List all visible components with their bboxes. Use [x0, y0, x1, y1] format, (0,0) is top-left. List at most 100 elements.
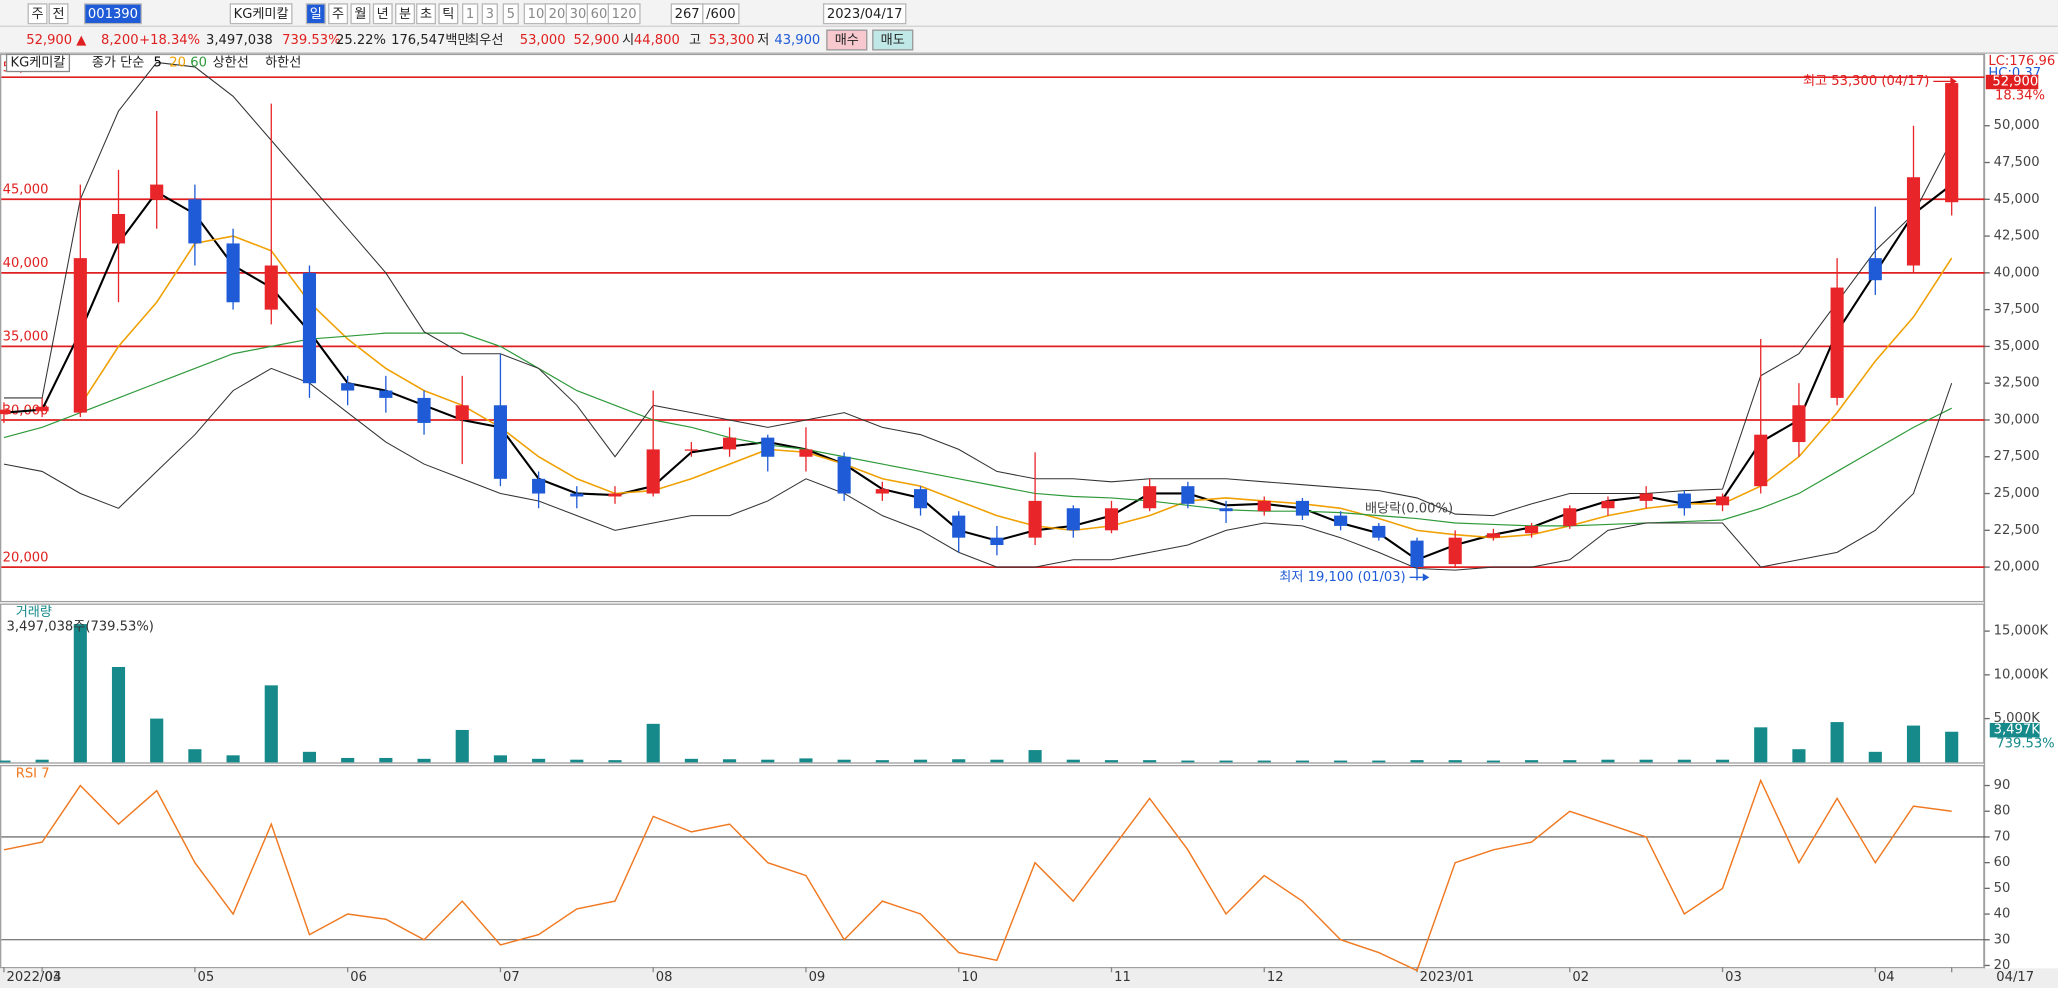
- candle-body: [684, 449, 698, 451]
- toolbar-button[interactable]: 5: [507, 7, 515, 22]
- volume-bar: [1181, 760, 1195, 763]
- toolbar-button[interactable]: 틱: [442, 6, 454, 22]
- volume-bar: [455, 729, 469, 763]
- candle-body: [1219, 508, 1233, 512]
- x-tick-label: 03: [1725, 970, 1742, 985]
- volume-bar: [1792, 749, 1806, 763]
- volume-bar: [1219, 760, 1233, 763]
- toolbar-box: [27, 3, 48, 25]
- toolbar-button[interactable]: 분: [399, 7, 411, 22]
- y-tick-label: 50: [1994, 881, 2011, 896]
- volume-bar: [1677, 759, 1691, 763]
- volume-bar: [913, 759, 928, 763]
- candle-body: [1028, 500, 1042, 538]
- y-tick-label: 47,500: [1994, 155, 2040, 170]
- candle-body: [417, 397, 431, 423]
- toolbar-button[interactable]: 20: [549, 7, 566, 22]
- y-tick-label: 15,000K: [1994, 624, 2049, 639]
- candle-body: [532, 478, 546, 494]
- x-tick-label: 04: [45, 970, 62, 985]
- candle-body: [493, 405, 507, 479]
- toolbar-button[interactable]: 1: [466, 7, 474, 22]
- candle-body: [1639, 493, 1653, 501]
- volume-bar: [684, 758, 698, 763]
- volume-bar: [1563, 760, 1577, 763]
- indicator-line: [3, 183, 1953, 561]
- quote-field: 739.53%: [282, 33, 340, 48]
- toolbar-button[interactable]: 년: [377, 6, 389, 22]
- toolbar-button[interactable]: 2023/04/17: [827, 7, 903, 22]
- candle-body: [1754, 434, 1768, 487]
- toolbar-button[interactable]: 전: [53, 6, 65, 22]
- quote-field: 시: [622, 33, 634, 48]
- toolbar-box: [481, 3, 498, 25]
- last-price-label: 52,900: [1992, 75, 2038, 90]
- candle-body: [0, 409, 11, 415]
- toolbar-button[interactable]: KG케미칼: [234, 6, 289, 22]
- toolbar-button[interactable]: 월: [354, 6, 366, 22]
- y-tick-label: 35,000: [1994, 339, 2040, 354]
- last-volume-pct: 739.53%: [1996, 736, 2054, 751]
- volume-bar: [1143, 760, 1157, 763]
- legend-entry: 20: [169, 55, 186, 70]
- candle-body: [570, 493, 584, 497]
- toolbar-box: [416, 3, 437, 25]
- toolbar-button[interactable]: 주: [31, 7, 43, 22]
- quote-field: 43,900: [774, 33, 820, 48]
- volume-bar: [1066, 759, 1080, 763]
- toolbar-button[interactable]: 120: [612, 7, 637, 22]
- y-tick-label: 25,000: [1994, 486, 2040, 501]
- x-tick-label: 12: [1267, 970, 1284, 985]
- toolbar-box: [607, 3, 641, 25]
- volume-bar: [570, 759, 584, 763]
- quote-field[interactable]: 매수: [835, 32, 859, 48]
- candle-body: [990, 537, 1004, 546]
- quote-field: 176,547백만: [391, 32, 469, 48]
- y-tick-label: 42,500: [1994, 229, 2040, 244]
- indicator-line: [3, 367, 1953, 571]
- legend-title-box: [5, 53, 71, 73]
- quote-field: 44,800: [634, 33, 680, 48]
- toolbar-button[interactable]: 3: [486, 7, 494, 22]
- legend-entry: 5: [154, 55, 162, 70]
- volume-bar: [1868, 751, 1882, 763]
- toolbar-button[interactable]: 267: [675, 7, 700, 22]
- volume-bar: [608, 760, 622, 763]
- x-tick-label: 06: [350, 970, 367, 985]
- candle-body: [1334, 515, 1348, 526]
- toolbar-button[interactable]: 30: [570, 7, 587, 22]
- toolbar-button[interactable]: 주: [332, 7, 344, 22]
- candle-body: [341, 383, 355, 391]
- toolbar-button[interactable]: 001390: [88, 7, 138, 22]
- volume-bar: [875, 760, 889, 763]
- toolbar-button[interactable]: 초: [420, 7, 432, 22]
- toolbar-button[interactable]: 10: [528, 7, 545, 22]
- toolbar-button[interactable]: 일: [310, 6, 322, 22]
- y-tick-label: 20: [1994, 958, 2011, 973]
- volume-bar: [1830, 722, 1844, 763]
- candle-body: [723, 437, 737, 450]
- toolbar-box: [462, 3, 479, 25]
- volume-bar: [1945, 731, 1959, 763]
- x-tick-label: 2022/03: [7, 970, 61, 985]
- toolbar-button[interactable]: /600: [706, 7, 735, 22]
- legend-title: KG케미칼: [11, 54, 66, 70]
- y-tick-label: 40: [1994, 907, 2011, 922]
- last-change-label: 18.34%: [1995, 88, 2045, 103]
- quote-field[interactable]: 매도: [881, 32, 905, 48]
- y-tick-label: 30: [1994, 932, 2011, 947]
- candle-body: [1104, 508, 1119, 531]
- y-tick-label: 22,500: [1994, 523, 2040, 538]
- volume-bar: [1601, 759, 1615, 763]
- y-tick-label: 70: [1994, 829, 2011, 844]
- volume-bar: [493, 755, 507, 763]
- toolbar-box: [48, 3, 69, 25]
- y-tick-label: 32,500: [1994, 376, 2040, 391]
- reference-line-label: 35,000: [3, 330, 49, 345]
- y-tick-label: 40,000: [1994, 265, 2040, 280]
- order-button: [872, 29, 914, 51]
- toolbar-button[interactable]: 60: [591, 7, 608, 22]
- volume-bar: [0, 760, 11, 763]
- candle-body: [302, 272, 317, 384]
